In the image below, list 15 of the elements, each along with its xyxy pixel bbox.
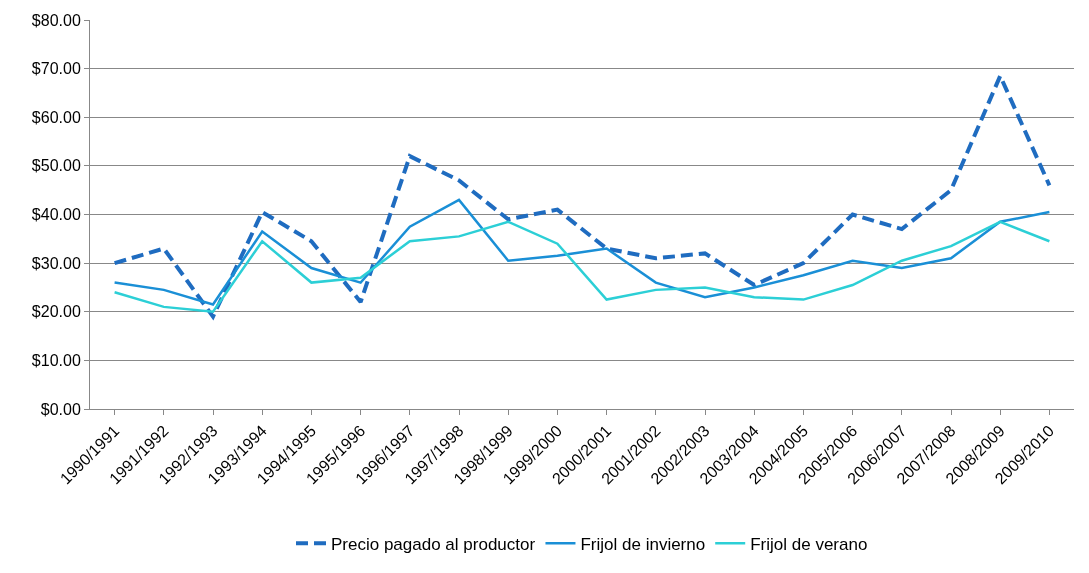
y-tick-label: $80.00	[31, 11, 81, 29]
line-series	[113, 198, 1051, 306]
y-tick-label: $60.00	[31, 108, 81, 126]
y-tick-label: $40.00	[31, 206, 81, 224]
y-tick-label: $0.00	[40, 400, 81, 418]
y-tick-label: $50.00	[31, 157, 81, 175]
y-tick-label: $30.00	[31, 254, 81, 272]
legend-label: Precio pagado al productor	[331, 534, 536, 554]
y-tick-label: $70.00	[31, 60, 81, 78]
line-series	[113, 220, 1051, 313]
y-tick-label: $10.00	[31, 351, 81, 369]
legend-label: Frijol de verano	[750, 534, 868, 554]
legend-label: Frijol de invierno	[580, 534, 706, 554]
line-series	[112, 73, 1052, 319]
y-tick-label: $20.00	[31, 303, 81, 321]
